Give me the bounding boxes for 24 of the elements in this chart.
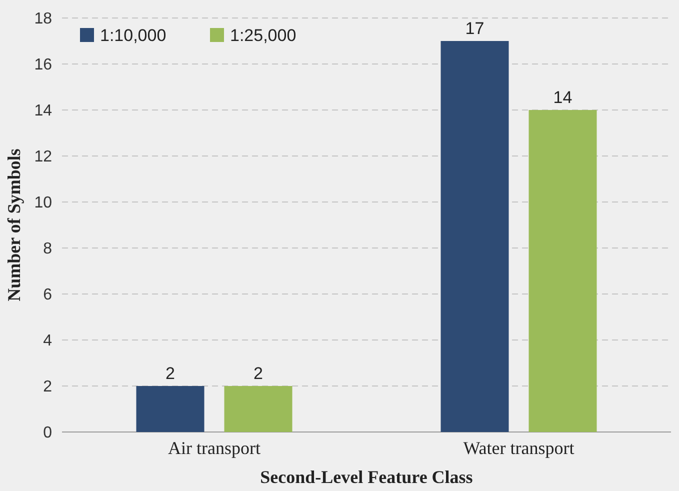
data-label: 2 [166,364,175,383]
data-label: 2 [254,364,263,383]
x-tick-label: Water transport [463,438,574,458]
x-axis-title: Second-Level Feature Class [260,467,473,487]
bar [224,386,292,432]
y-tick-label: 0 [43,424,52,442]
bar [528,110,597,432]
y-axis-title: Number of Symbols [4,148,24,302]
y-tick-label: 16 [34,56,52,74]
data-label: 17 [465,19,484,38]
y-tick-label: 4 [43,332,52,350]
bar [440,41,509,432]
y-tick-label: 10 [34,194,52,212]
bar [136,386,204,432]
y-tick-label: 18 [34,10,52,28]
legend-label: 1:10,000 [100,26,166,45]
y-tick-label: 2 [43,378,52,396]
x-tick-label: Air transport [168,438,260,458]
data-label: 14 [553,88,572,107]
y-tick-label: 14 [34,102,52,120]
y-tick-label: 8 [43,240,52,258]
y-tick-label: 12 [34,148,52,166]
legend-label: 1:25,000 [230,26,296,45]
y-tick-label: 6 [43,286,52,304]
